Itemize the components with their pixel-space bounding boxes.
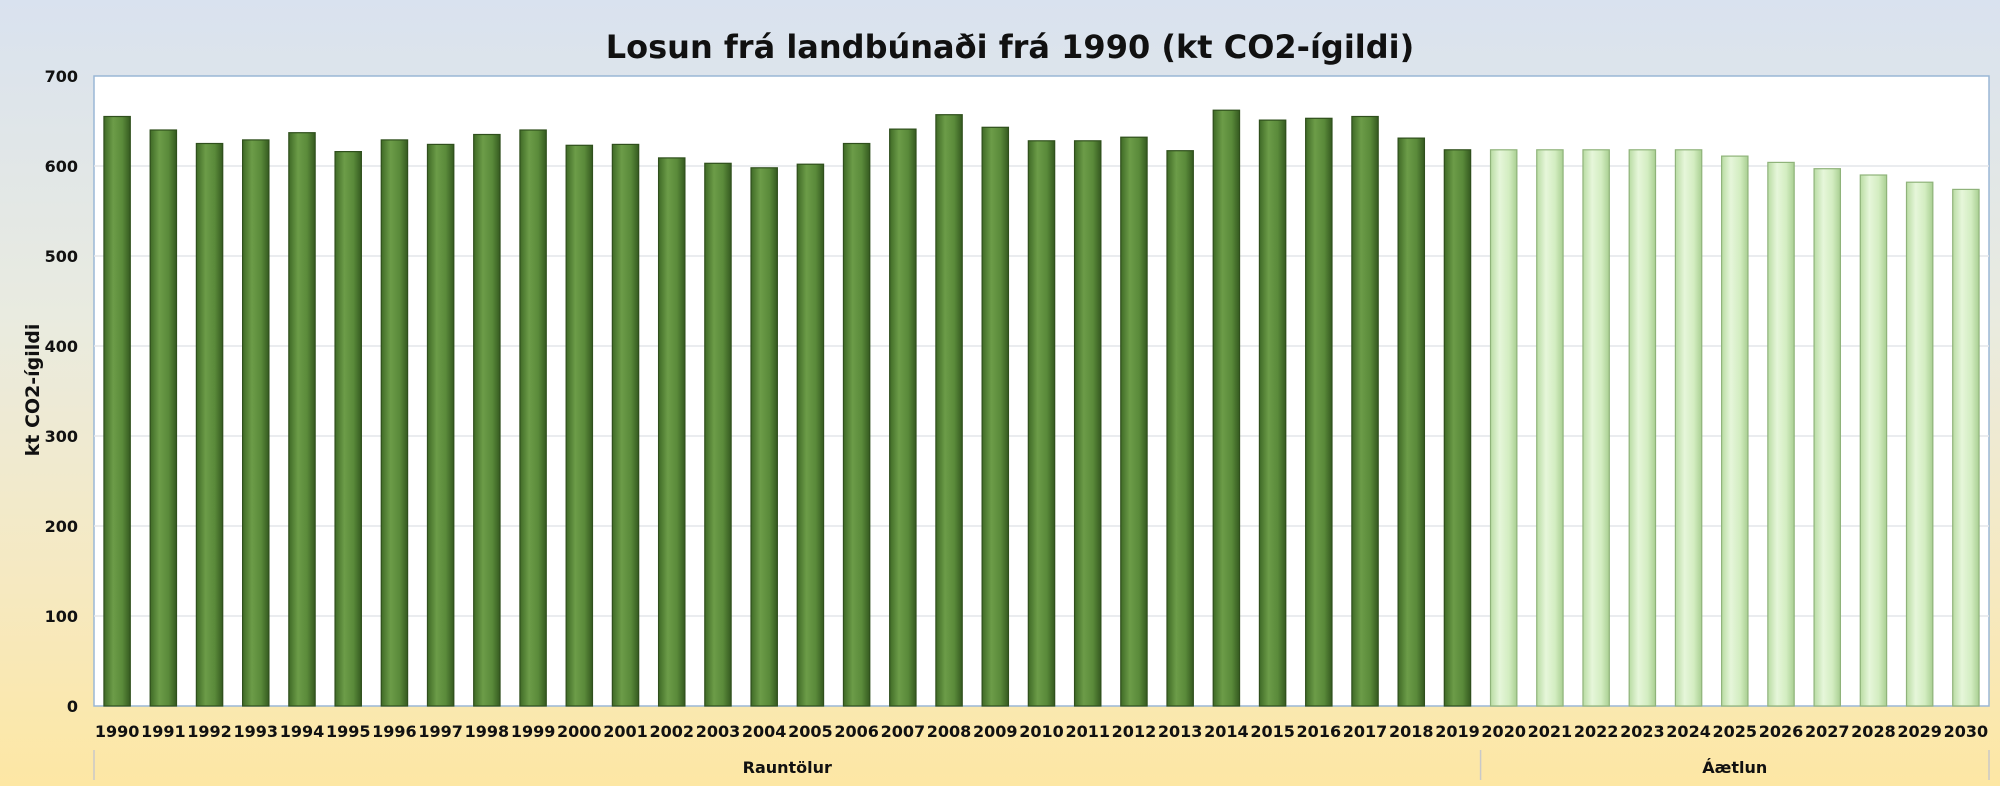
x-tick-label: 1990	[95, 722, 140, 741]
bar-actual	[565, 144, 594, 707]
bar-actual	[1166, 150, 1194, 707]
x-tick-label: 2003	[696, 722, 741, 741]
x-tick-label: 2023	[1620, 722, 1665, 741]
bar-actual	[195, 142, 224, 707]
bar-actual	[1443, 149, 1472, 707]
y-tick-label: 100	[45, 607, 78, 626]
x-tick-label: 1998	[465, 722, 510, 741]
bar-forecast	[1536, 149, 1564, 707]
bar-actual	[1212, 109, 1241, 707]
bar-forecast	[1813, 168, 1842, 707]
bar-actual	[889, 128, 917, 707]
x-tick-label: 2021	[1528, 722, 1573, 741]
bar-actual	[103, 115, 131, 707]
y-tick-label: 700	[45, 67, 78, 86]
bar-actual	[935, 114, 963, 707]
bar-actual	[241, 139, 270, 707]
bar-forecast	[1628, 149, 1657, 707]
bar-actual	[981, 126, 1010, 707]
bar-actual	[473, 133, 501, 707]
x-tick-label: 2027	[1805, 722, 1850, 741]
bar-forecast	[1674, 149, 1703, 707]
x-tick-label: 2024	[1666, 722, 1711, 741]
x-tick-label: 1993	[234, 722, 279, 741]
bar-actual	[1120, 136, 1148, 707]
x-tick-label: 2008	[927, 722, 972, 741]
x-tick-label: 2029	[1897, 722, 1942, 741]
x-tick-label: 2017	[1343, 722, 1388, 741]
x-tick-label: 2005	[788, 722, 833, 741]
bar-forecast	[1905, 181, 1934, 707]
bar-forecast	[1721, 155, 1749, 707]
bar-actual	[704, 162, 732, 707]
x-tick-label: 1994	[280, 722, 325, 741]
y-tick-label: 500	[45, 247, 78, 266]
x-tick-label: 2020	[1481, 722, 1526, 741]
x-tick-label: 2001	[603, 722, 648, 741]
x-tick-label: 1997	[418, 722, 463, 741]
x-group-label: Rauntölur	[743, 758, 832, 777]
y-tick-label: 0	[67, 697, 78, 716]
x-tick-label: 2028	[1851, 722, 1896, 741]
bar-actual	[611, 143, 640, 707]
bar-actual	[1073, 140, 1102, 707]
x-tick-label: 2000	[557, 722, 602, 741]
x-tick-label: 1991	[141, 722, 186, 741]
y-axis-label: kt CO2-ígildi	[22, 324, 44, 457]
x-tick-label: 2025	[1713, 722, 1758, 741]
bar-forecast	[1952, 188, 1980, 707]
x-tick-label: 2015	[1250, 722, 1295, 741]
y-tick-label: 300	[45, 427, 78, 446]
bar-actual	[1305, 117, 1333, 707]
x-tick-label: 2016	[1297, 722, 1342, 741]
bar-forecast	[1489, 149, 1518, 707]
x-tick-label: 2009	[973, 722, 1018, 741]
x-tick-label: 1992	[187, 722, 232, 741]
chart-title: Losun frá landbúnaði frá 1990 (kt CO2-íg…	[606, 28, 1415, 66]
bar-actual	[519, 129, 547, 707]
bar-actual	[1397, 137, 1426, 707]
x-axis-groups: Rauntölur Áætlun	[93, 750, 1990, 780]
x-tick-label: 2026	[1759, 722, 1804, 741]
bar-actual	[334, 151, 362, 707]
y-tick-label: 600	[45, 157, 78, 176]
x-tick-label: 2022	[1574, 722, 1619, 741]
x-tick-label: 2013	[1158, 722, 1203, 741]
x-tick-label: 2012	[1112, 722, 1157, 741]
x-tick-label: 2002	[649, 722, 694, 741]
bar-actual	[1027, 140, 1056, 707]
x-tick-label: 2007	[881, 722, 926, 741]
x-tick-label: 2030	[1944, 722, 1989, 741]
bar-actual	[380, 139, 409, 707]
x-tick-label: 1996	[372, 722, 417, 741]
bar-forecast	[1767, 161, 1795, 707]
y-tick-label: 200	[45, 517, 78, 536]
bar-actual	[1258, 119, 1287, 707]
bar-actual	[288, 132, 316, 707]
x-tick-label: 1995	[326, 722, 371, 741]
bar-forecast	[1859, 174, 1888, 707]
x-tick-label: 2014	[1204, 722, 1249, 741]
x-tick-label: 1999	[511, 722, 556, 741]
bar-actual	[842, 142, 871, 707]
x-axis-ticks: 1990 1991 1992 1993 1994 1995 1996 1997 1998 1999…	[95, 722, 1988, 741]
y-axis-ticks: 0 100 200 300 400 500 600 700	[45, 67, 78, 716]
bar-actual	[426, 143, 455, 707]
x-tick-label: 2010	[1019, 722, 1064, 741]
x-tick-label: 2006	[834, 722, 879, 741]
x-tick-label: 2011	[1065, 722, 1110, 741]
bar-actual	[657, 157, 686, 707]
bar-forecast	[1582, 149, 1610, 707]
bar-actual	[796, 163, 825, 707]
x-group-label: Áætlun	[1702, 758, 1767, 777]
y-tick-label: 400	[45, 337, 78, 356]
bar-actual	[149, 129, 178, 707]
x-tick-label: 2004	[742, 722, 787, 741]
bar-actual	[750, 167, 778, 707]
bars	[103, 109, 1980, 707]
bar-actual	[1351, 115, 1379, 707]
x-tick-label: 2019	[1435, 722, 1480, 741]
x-tick-label: 2018	[1389, 722, 1434, 741]
